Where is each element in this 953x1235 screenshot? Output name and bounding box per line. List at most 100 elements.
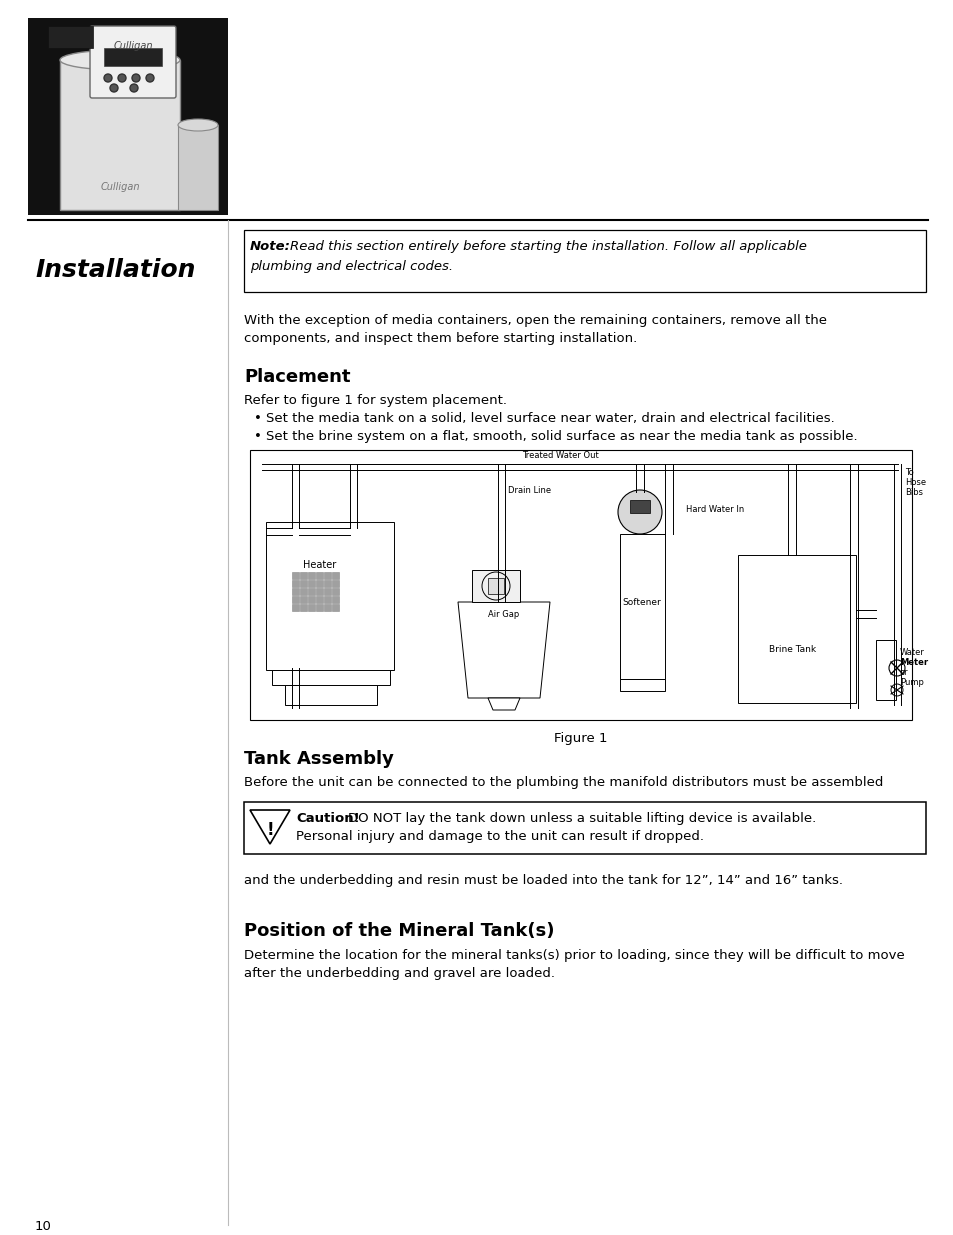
Text: Installation: Installation — [35, 258, 195, 282]
Text: •: • — [253, 430, 262, 443]
Text: after the underbedding and gravel are loaded.: after the underbedding and gravel are lo… — [244, 967, 555, 981]
Bar — [332, 588, 338, 595]
Text: DO NOT lay the tank down unless a suitable lifting device is available.: DO NOT lay the tank down unless a suitab… — [348, 811, 816, 825]
Bar — [629, 500, 649, 513]
Bar — [332, 580, 338, 587]
Ellipse shape — [60, 49, 180, 70]
Bar — [178, 125, 218, 210]
Text: Tank Assembly: Tank Assembly — [244, 750, 394, 768]
Bar — [332, 572, 338, 579]
Text: Position of the Mineral Tank(s): Position of the Mineral Tank(s) — [244, 923, 554, 940]
Bar — [292, 572, 298, 579]
Text: Note:: Note: — [250, 240, 291, 253]
Text: Softener: Softener — [622, 598, 660, 606]
Text: Determine the location for the mineral tanks(s) prior to loading, since they wil: Determine the location for the mineral t… — [244, 948, 903, 962]
Text: Pump: Pump — [899, 678, 923, 687]
Bar — [324, 588, 331, 595]
Bar — [292, 597, 298, 603]
Bar — [272, 671, 390, 685]
Bar — [488, 578, 503, 594]
Circle shape — [118, 74, 126, 82]
Bar — [244, 802, 925, 853]
Ellipse shape — [178, 119, 218, 131]
Text: Hose: Hose — [904, 478, 925, 487]
Bar — [619, 534, 664, 679]
Bar — [299, 597, 307, 603]
Bar — [285, 685, 376, 705]
Bar — [332, 604, 338, 611]
Circle shape — [618, 490, 661, 534]
Text: Culligan: Culligan — [113, 41, 152, 51]
Text: Placement: Placement — [244, 368, 350, 387]
Text: Water: Water — [899, 648, 923, 657]
Bar — [299, 572, 307, 579]
Bar — [299, 604, 307, 611]
Text: Caution!: Caution! — [295, 811, 359, 825]
Circle shape — [104, 74, 112, 82]
Text: Set the brine system on a flat, smooth, solid surface as near the media tank as : Set the brine system on a flat, smooth, … — [266, 430, 857, 443]
Text: Heater: Heater — [303, 559, 336, 571]
Text: Culligan: Culligan — [100, 182, 139, 191]
Text: Meter: Meter — [899, 658, 927, 667]
Bar — [266, 522, 394, 671]
Text: Personal injury and damage to the unit can result if dropped.: Personal injury and damage to the unit c… — [295, 830, 703, 844]
Bar — [308, 604, 314, 611]
Text: or: or — [899, 668, 907, 677]
Bar — [308, 597, 314, 603]
Text: Before the unit can be connected to the plumbing the manifold distributors must : Before the unit can be connected to the … — [244, 776, 882, 789]
Bar — [332, 597, 338, 603]
Bar — [292, 604, 298, 611]
Polygon shape — [457, 601, 550, 698]
Text: Refer to figure 1 for system placement.: Refer to figure 1 for system placement. — [244, 394, 506, 408]
Circle shape — [146, 74, 153, 82]
Text: 10: 10 — [35, 1220, 51, 1233]
Bar — [875, 640, 895, 700]
Bar — [292, 580, 298, 587]
Text: plumbing and electrical codes.: plumbing and electrical codes. — [250, 261, 453, 273]
Bar — [315, 580, 323, 587]
Text: Brine Tank: Brine Tank — [769, 645, 816, 655]
Text: Bibs: Bibs — [904, 488, 923, 496]
Bar — [244, 230, 925, 291]
Bar — [324, 580, 331, 587]
Text: With the exception of media containers, open the remaining containers, remove al: With the exception of media containers, … — [244, 314, 826, 327]
Text: !: ! — [266, 821, 274, 839]
Bar — [60, 61, 180, 210]
Bar — [315, 597, 323, 603]
Text: Treated Water Out: Treated Water Out — [521, 451, 598, 459]
Bar — [299, 588, 307, 595]
Text: Figure 1: Figure 1 — [554, 732, 607, 745]
Bar — [315, 588, 323, 595]
Bar — [104, 48, 162, 65]
Text: Hard Water In: Hard Water In — [685, 505, 743, 514]
Text: Set the media tank on a solid, level surface near water, drain and electrical fa: Set the media tank on a solid, level sur… — [266, 412, 834, 425]
Bar — [48, 26, 92, 48]
Bar — [308, 588, 314, 595]
Bar — [292, 588, 298, 595]
Circle shape — [110, 84, 118, 91]
Bar — [308, 580, 314, 587]
Text: To: To — [904, 468, 913, 477]
Text: and the underbedding and resin must be loaded into the tank for 12”, 14” and 16”: and the underbedding and resin must be l… — [244, 874, 842, 887]
Bar — [315, 604, 323, 611]
Bar — [299, 580, 307, 587]
Bar — [324, 597, 331, 603]
Bar — [315, 572, 323, 579]
Bar — [472, 571, 519, 601]
Text: Air Gap: Air Gap — [488, 610, 518, 619]
Bar — [738, 555, 855, 703]
Bar — [308, 572, 314, 579]
Bar — [324, 572, 331, 579]
Text: •: • — [253, 412, 262, 425]
Bar — [28, 19, 228, 215]
Text: components, and inspect them before starting installation.: components, and inspect them before star… — [244, 332, 637, 345]
Polygon shape — [250, 810, 290, 844]
Polygon shape — [488, 698, 519, 710]
Text: Drain Line: Drain Line — [507, 487, 551, 495]
Circle shape — [132, 74, 140, 82]
FancyBboxPatch shape — [90, 26, 175, 98]
Bar — [324, 604, 331, 611]
Circle shape — [130, 84, 138, 91]
Bar — [250, 450, 911, 720]
Bar — [619, 679, 664, 692]
